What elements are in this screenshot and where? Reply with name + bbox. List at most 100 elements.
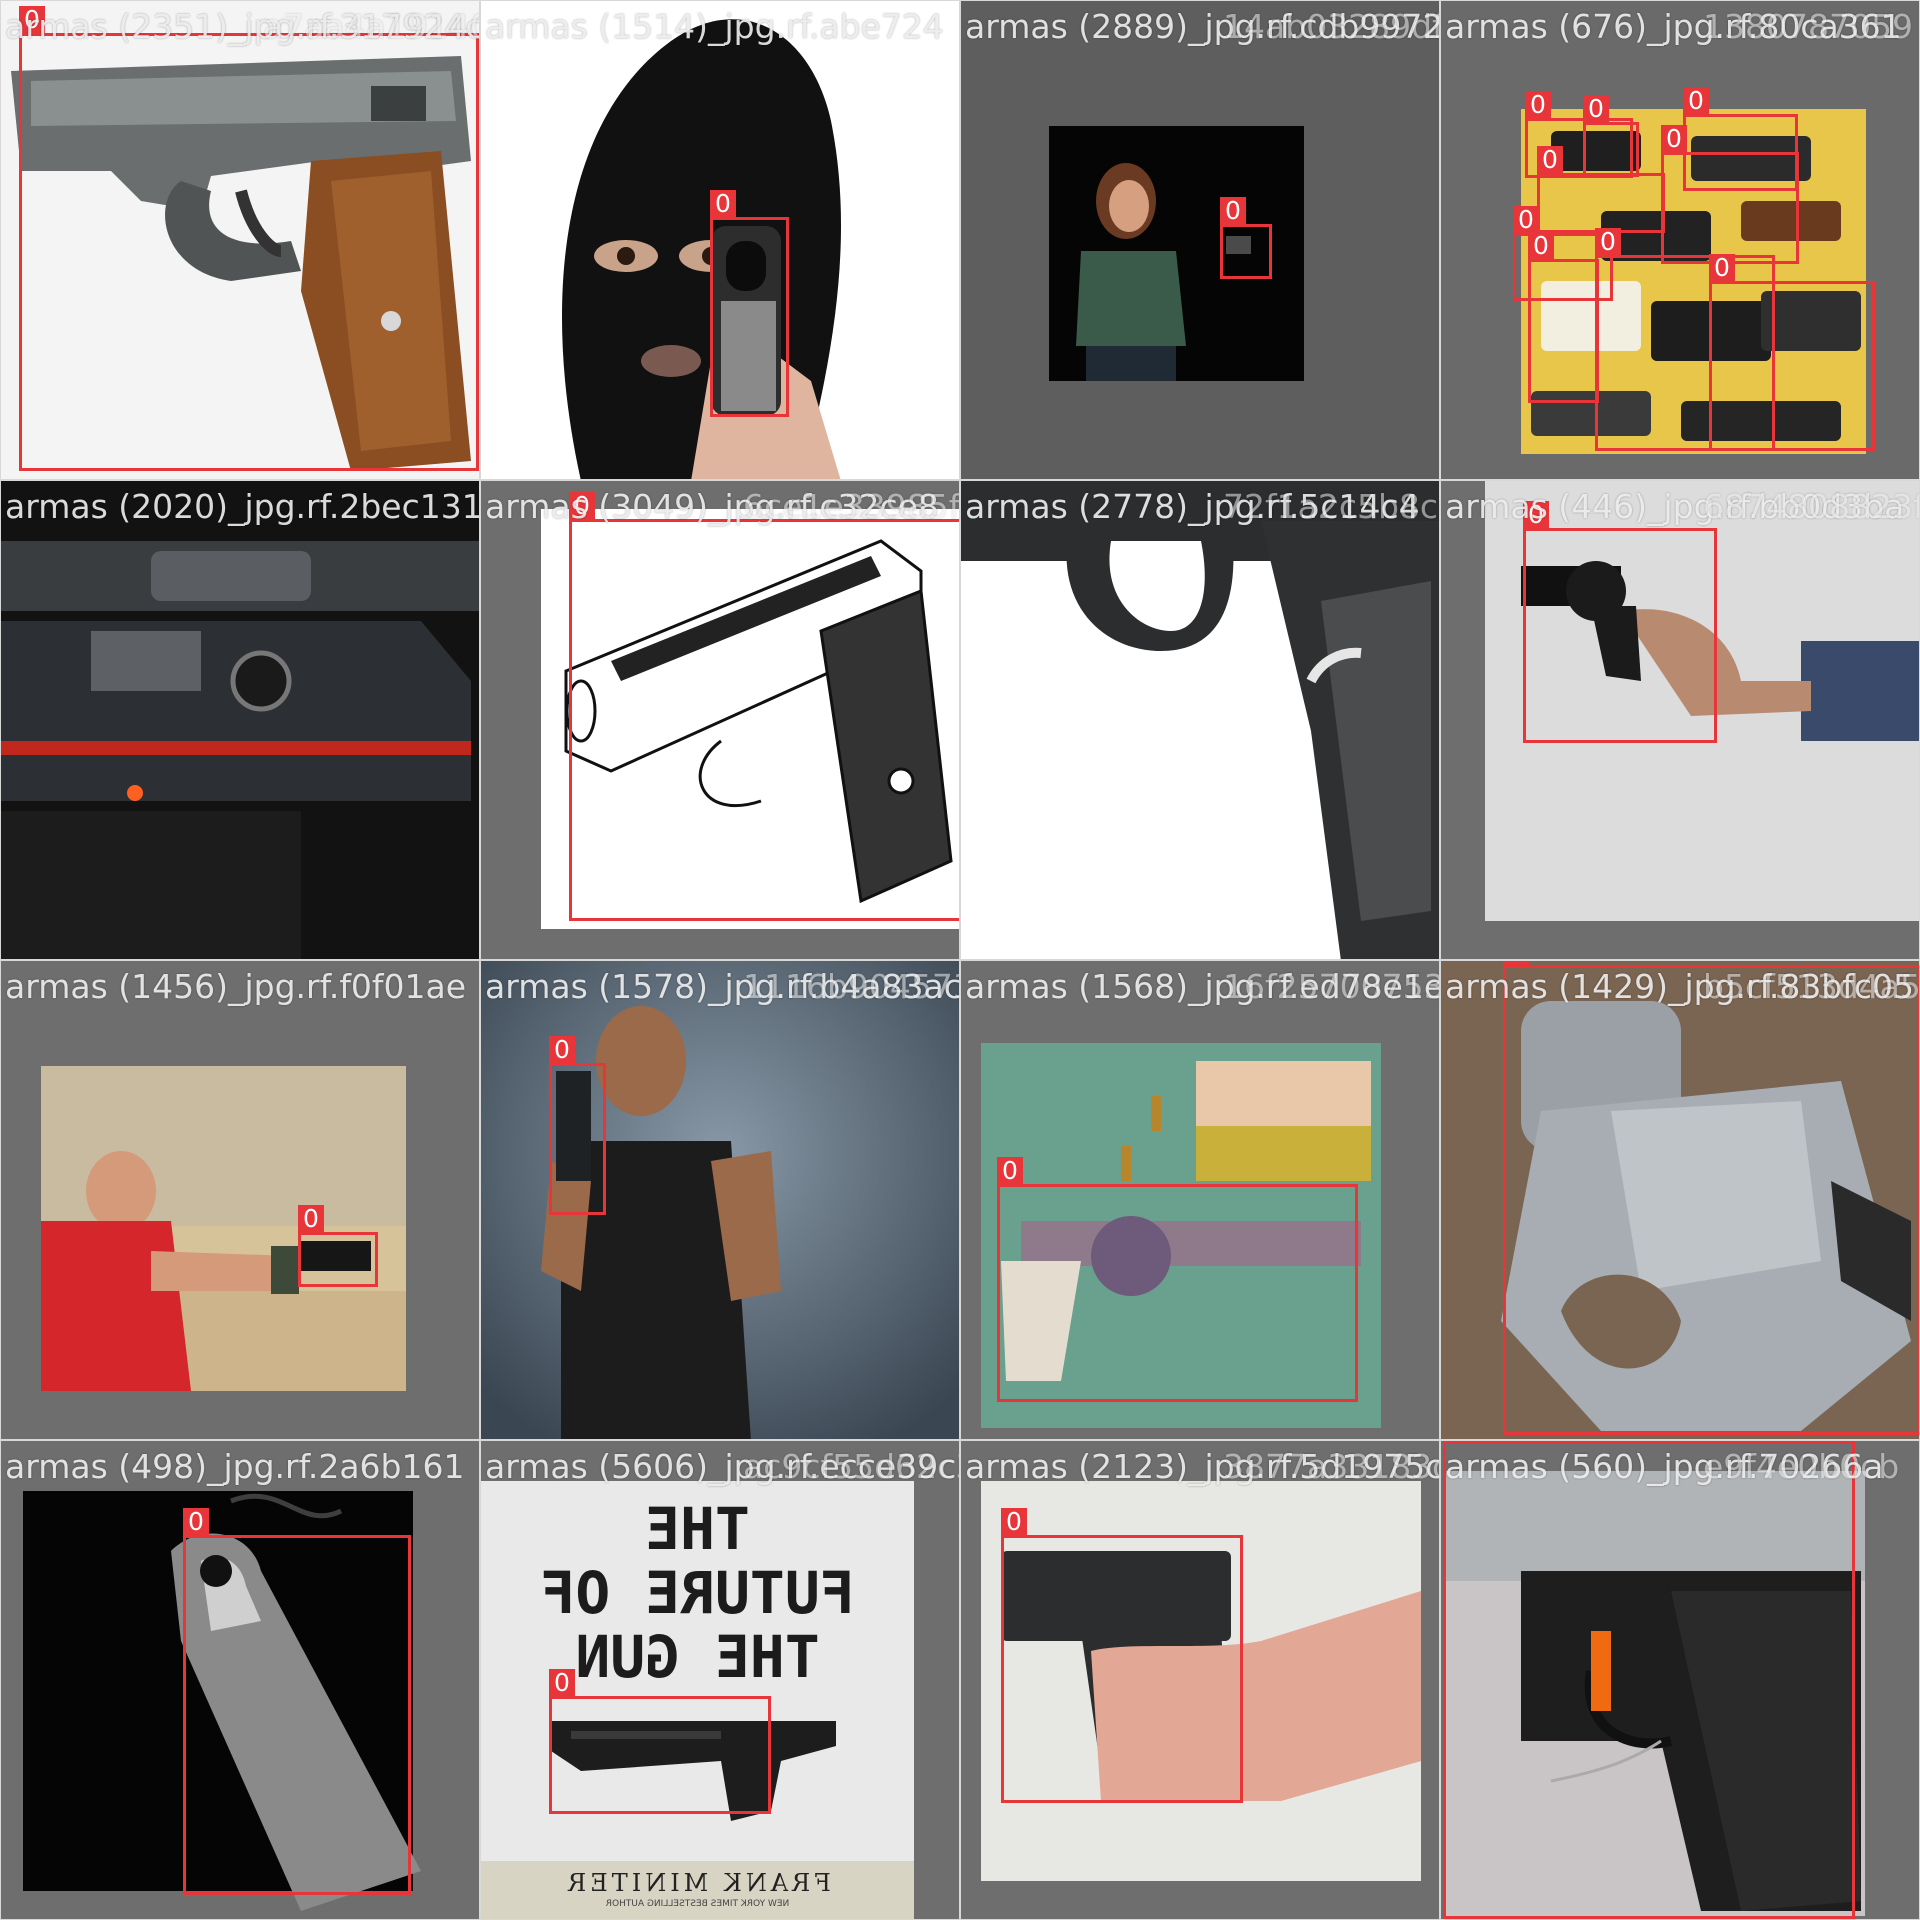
class-label: 0	[1683, 87, 1709, 114]
bounding-box: 0	[183, 1508, 411, 1895]
tile-caption: armas (5606)_jpg.rf.ecce39c	[485, 1447, 957, 1486]
tile-12: armas (1429)_jpg.rf.83bfc05 b5cf513d4a59…	[1440, 960, 1920, 1440]
bounding-box: 0	[549, 1036, 606, 1215]
smoking-pistol-image	[1, 1441, 479, 1919]
bounding-box: 0	[1709, 254, 1875, 451]
tile-caption: armas (2778)_jpg.rf.5c14c4	[965, 487, 1420, 526]
bounding-box: 0	[19, 6, 479, 471]
class-label: 0	[710, 190, 736, 217]
bounding-box: 0	[1537, 146, 1665, 233]
tile-6: armas (3049)_jpg.rf.c32ce8 6ce1e33985f 0	[480, 480, 960, 960]
tile-14: armas (5606)_jpg.rf.ecce39c ac9cf55d62c3…	[480, 1440, 960, 1920]
bounding-box: 0	[710, 190, 789, 417]
class-label: 0	[1503, 961, 1529, 965]
class-label: 0	[19, 6, 45, 33]
tile-2: armas (1514)_jpg.rf.abe724 0	[480, 0, 960, 480]
tile-10: armas (1578)_jpg.rf.b4a83ac 1116b9045731…	[480, 960, 960, 1440]
book-title-line-1: THE	[645, 1495, 750, 1563]
bounding-box: 0	[1528, 232, 1599, 403]
tile-caption: armas (2889)_jpg.rf.cdb9972	[965, 7, 1440, 46]
range-shooter-image	[1, 961, 479, 1439]
bounding-box: 0	[298, 1205, 378, 1287]
tile-1: armas (2351)_jpg.rf.317924c a7aa4a191401…	[0, 0, 480, 480]
pistol-with-trigger-lock-image	[1441, 1441, 1919, 1919]
tile-caption: armas (1429)_jpg.rf.83bfc05	[1445, 967, 1915, 1006]
class-label: 0	[1443, 1440, 1469, 1441]
book-title-line-2: FUTURE OF	[540, 1559, 855, 1627]
class-label: 0	[1513, 206, 1539, 233]
tile-caption: armas (560)_jpg.rf.70266a	[1445, 1447, 1884, 1486]
bounding-box: 0	[1583, 95, 1639, 177]
class-label: 0	[1661, 125, 1687, 152]
bounding-box: 0	[549, 1669, 771, 1814]
bounding-box: 0	[1503, 961, 1919, 1435]
tile-caption-overlap: 6874808823f3	[1703, 487, 1919, 526]
class-label: 0	[1595, 228, 1621, 255]
tile-8: armas (446)_jpg.rf.bb0d3ba 6874808823f3 …	[1440, 480, 1920, 960]
tile-caption-overlap: 1116b90457314	[743, 967, 959, 1006]
class-label: 0	[997, 1157, 1023, 1184]
bounding-box: 0	[1513, 206, 1613, 301]
tile-9: armas (1456)_jpg.rf.f0f01ae 0	[0, 960, 480, 1440]
tile-15: armas (2123)_jpg.rf.5d1975c 3877a33183d8…	[960, 1440, 1440, 1920]
bounding-box: 0	[1220, 197, 1272, 279]
tile-caption: armas (2123)_jpg.rf.5d1975c	[965, 1447, 1440, 1486]
tile-caption-overlap: b5cf513d4a595	[1703, 967, 1920, 1006]
tile-caption: armas (1578)_jpg.rf.b4a83ac	[485, 967, 960, 1006]
masked-man-image	[481, 1, 959, 479]
class-label: 0	[1709, 254, 1735, 281]
tile-caption: armas (2351)_jpg.rf.317924c	[5, 7, 480, 46]
tile-caption: armas (3049)_jpg.rf.c32ce8	[485, 487, 939, 526]
class-label: 0	[1583, 95, 1609, 122]
tile-caption: armas (2020)_jpg.rf.2bec131	[5, 487, 480, 526]
tile-caption-overlap: e9f4e0b0cb	[1703, 1447, 1900, 1486]
book-title-line-3: THE GUN	[575, 1623, 820, 1691]
class-label: 0	[549, 1669, 575, 1696]
pistol-line-drawing-image	[481, 481, 959, 959]
bounding-box: 0	[1595, 228, 1775, 451]
tile-4: armas (676)_jpg.rf.80ca361 1380787059 0 …	[1440, 0, 1920, 480]
tile-3: armas (2889)_jpg.rf.cdb9972 14ab03289df …	[960, 0, 1440, 480]
tile-13: armas (498)_jpg.rf.2a6b161 0	[0, 1440, 480, 1920]
tile-caption: armas (446)_jpg.rf.bb0d3ba	[1445, 487, 1905, 526]
bounding-box: 0	[1443, 1441, 1855, 1919]
bounding-box: 0	[569, 492, 959, 921]
class-label: 0	[1537, 146, 1563, 173]
bounding-box: 0	[1525, 91, 1633, 178]
tile-caption-overlap: 6ce1e33985f	[743, 487, 960, 526]
man-holding-pistol-image	[481, 961, 959, 1439]
hand-with-revolver-image	[1441, 481, 1919, 959]
class-label: 0	[1220, 197, 1246, 224]
hands-gripping-pistol-image	[961, 1441, 1439, 1919]
pistol-closeup-image	[1, 1, 479, 479]
tile-caption: armas (498)_jpg.rf.2a6b161	[5, 1447, 465, 1486]
scifi-rifle-image	[1, 481, 479, 959]
book-author: FRANK MINITER	[564, 1869, 831, 1897]
woman-with-pistol-image	[961, 1, 1439, 479]
trigger-guard-closeup-image	[961, 481, 1439, 959]
bounding-box: 0	[1683, 87, 1798, 191]
class-label: 0	[569, 492, 595, 519]
tile-caption: armas (1568)_jpg.rf.ed78e1e	[965, 967, 1440, 1006]
bounding-box: 0	[1661, 125, 1799, 264]
tile-caption-overlap: 14ab03289df	[1223, 7, 1440, 46]
class-label: 0	[1528, 232, 1554, 259]
bounding-box: 0	[997, 1157, 1358, 1402]
tile-7: armas (2778)_jpg.rf.5c14c4 72f1a2c5b8c7	[960, 480, 1440, 960]
tile-11: armas (1568)_jpg.rf.ed78e1e 16f25700753f…	[960, 960, 1440, 1440]
tile-caption: armas (1514)_jpg.rf.abe724	[485, 7, 944, 46]
class-label: 0	[1001, 1508, 1027, 1535]
tile-5: armas (2020)_jpg.rf.2bec131	[0, 480, 480, 960]
class-label: 0	[1523, 501, 1549, 528]
book-tagline: NEW YORK TIMES BESTSELLING AUTHOR	[605, 1899, 790, 1909]
tile-16: armas (560)_jpg.rf.70266a e9f4e0b0cb 0	[1440, 1440, 1920, 1920]
bounding-box: 0	[1523, 501, 1717, 743]
tile-caption-overlap: a7aa4a191401f2	[263, 7, 479, 46]
class-label: 0	[183, 1508, 209, 1535]
tile-caption-overlap: 72f1a2c5b8c7	[1223, 487, 1440, 526]
class-label: 0	[549, 1036, 575, 1063]
tile-caption-overlap: ac9cf55d62c37	[743, 1447, 959, 1486]
handgun-collection-image	[1441, 1, 1919, 479]
tile-caption-overlap: 1380787059	[1703, 7, 1913, 46]
